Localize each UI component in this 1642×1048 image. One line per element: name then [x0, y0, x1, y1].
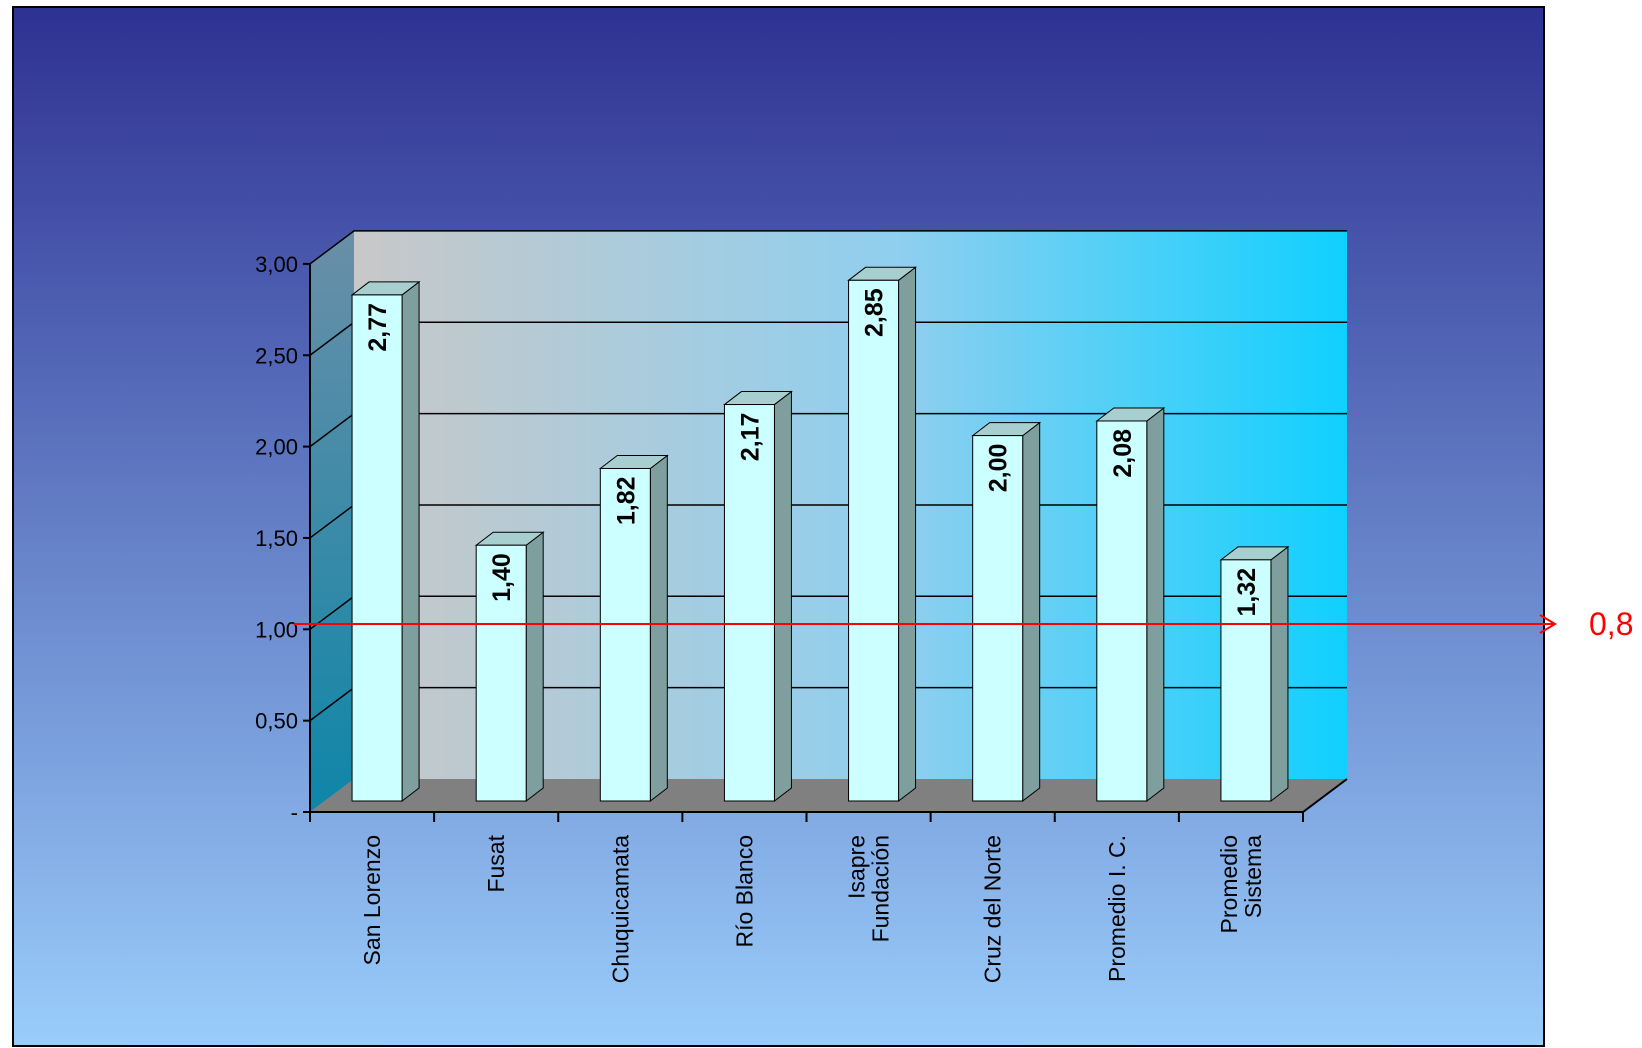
bar-group: [847, 266, 918, 803]
data-label: 1,82: [612, 476, 640, 525]
x-tick-label: Isapre: [844, 835, 870, 899]
bar: [475, 544, 527, 802]
x-tick-label: Cruz del Norte: [980, 835, 1006, 983]
x-tick-label: Promedio: [1216, 835, 1242, 933]
bar-side: [773, 390, 792, 803]
bar: [599, 467, 651, 802]
bar-group: [598, 454, 669, 803]
bar-side: [898, 266, 917, 803]
bar-side: [525, 531, 544, 803]
bar-side: [1022, 421, 1041, 803]
bar-group: [971, 421, 1042, 803]
x-tick-label: Promedio I. C.: [1104, 835, 1130, 982]
bar-group: [722, 390, 793, 803]
x-tick-label: Fusat: [483, 834, 509, 892]
y-tick-label: 3,00: [255, 252, 298, 277]
data-label: 2,00: [985, 444, 1013, 493]
data-label: 2,17: [736, 413, 764, 462]
bar: [848, 279, 900, 802]
x-tick-label: Fundación: [868, 835, 894, 942]
bar: [972, 435, 1024, 802]
y-tick-label: 1,50: [255, 526, 298, 551]
y-tick-label: 1,00: [255, 617, 298, 642]
x-tick-label: San Lorenzo: [359, 835, 385, 965]
bar-group: [1219, 545, 1290, 803]
data-label: 1,40: [488, 553, 516, 602]
x-tick-label: Río Blanco: [731, 835, 757, 948]
x-tick-label: Chuquicamata: [607, 835, 633, 984]
bar: [351, 294, 403, 802]
bar: [723, 404, 775, 802]
bar-side: [1270, 545, 1289, 803]
data-label: 2,77: [364, 303, 392, 352]
bar-side: [649, 454, 668, 803]
bar-group: [1095, 406, 1166, 803]
data-label: 1,32: [1233, 568, 1261, 617]
bar-side: [1146, 406, 1165, 803]
bar-group: [474, 531, 545, 803]
data-label: 2,85: [861, 288, 889, 337]
reference-arrowhead: [1539, 614, 1557, 634]
y-tick-label: 2,00: [255, 435, 298, 460]
gridline: [309, 230, 1347, 265]
y-tick-label: 0,50: [255, 709, 298, 734]
bar: [1096, 420, 1148, 802]
y-tick-label: -: [291, 800, 298, 825]
bar-group: [350, 280, 421, 803]
bar-side: [401, 280, 420, 803]
y-tick-label: 2,50: [255, 343, 298, 368]
reference-line-label: 0,8: [1589, 606, 1633, 642]
bar: [1220, 559, 1272, 802]
data-label: 2,08: [1109, 429, 1137, 478]
plot-floor: [310, 779, 1347, 812]
x-tick-label: Sistema: [1240, 835, 1266, 918]
